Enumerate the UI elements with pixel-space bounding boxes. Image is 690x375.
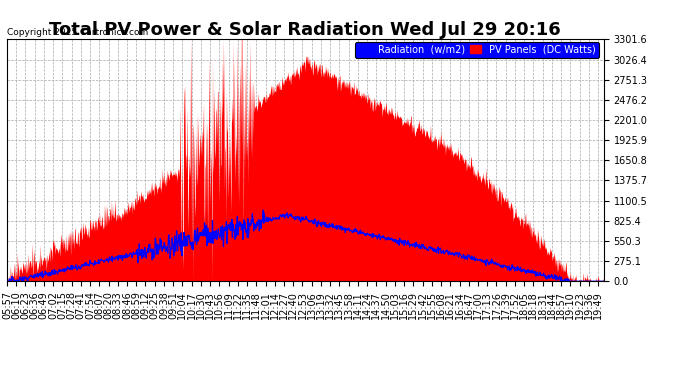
Title: Total PV Power & Solar Radiation Wed Jul 29 20:16: Total PV Power & Solar Radiation Wed Jul… — [50, 21, 561, 39]
Legend: Radiation  (w/m2), PV Panels  (DC Watts): Radiation (w/m2), PV Panels (DC Watts) — [355, 42, 599, 58]
Text: Copyright 2015 Cartronics.com: Copyright 2015 Cartronics.com — [7, 28, 148, 37]
